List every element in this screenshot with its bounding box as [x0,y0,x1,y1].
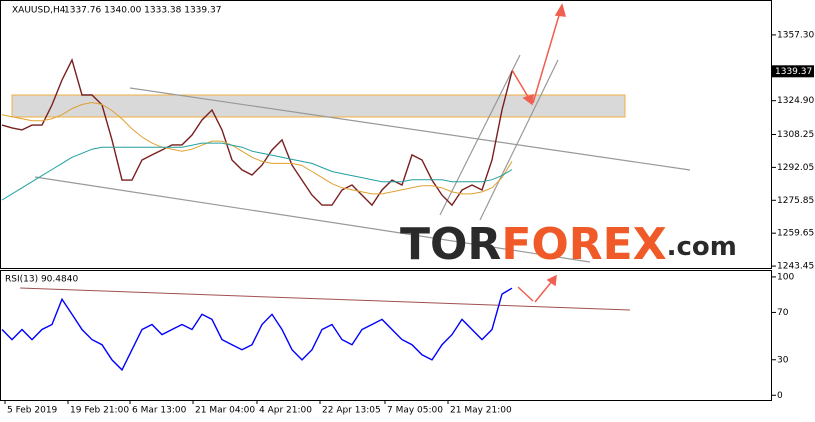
rsi-frame [0,270,772,401]
channel-lower [34,176,591,263]
y-tick-label: 100 [777,272,794,282]
y-tick-label: 0 [777,391,783,401]
watermark: TORFOREX.com [400,219,737,270]
price-marker-label: 1339.37 [775,67,812,77]
arrow-head [546,274,557,287]
watermark-part: .com [667,232,737,262]
rsi-title: RSI(13) 90.4840 [5,275,78,285]
watermark-part: TOR [400,219,501,270]
channel-lines [34,54,691,263]
chart-title: XAUUSD,H4 [12,6,66,16]
channel-upper [129,87,691,171]
price-frame [0,0,772,269]
y-tick-label: 1292.05 [777,163,814,173]
y-tick-label: 1275.85 [777,196,814,206]
series-line [1,287,513,372]
x-tick-label: 7 May 05:00 [387,406,443,416]
x-tick-label: 22 Apr 13:05 [322,406,381,416]
rising-channel-b [479,59,559,221]
x-tick-label: 21 May 21:00 [450,406,512,416]
y-tick-label: 1243.45 [777,262,814,272]
arrow [517,286,534,302]
y-tick-label: 1308.25 [777,130,814,140]
chart-subtitle: 1337.76 1340.00 1333.38 1339.37 [64,6,221,16]
x-tick-label: 6 Mar 13:00 [132,406,187,416]
arrow [534,279,554,303]
y-tick-label: 1259.65 [777,229,814,239]
arrow-head [522,93,534,106]
x-tick-label: 4 Apr 21:00 [259,406,312,416]
x-tick-label: 5 Feb 2019 [7,406,58,416]
y-tick-label: 1324.90 [777,96,814,106]
y-tick-label: 1357.30 [777,30,814,40]
arrow [511,69,531,101]
series-line [1,101,513,195]
price-marker [772,65,814,78]
arrows [511,3,567,303]
y-tick-label: 30 [777,355,789,365]
x-tick-label: 19 Feb 21:00 [70,406,129,416]
watermark-part: FOREX [501,219,666,270]
arrow-head [554,3,567,17]
series-line [1,142,513,201]
resistance-zone [11,94,626,118]
arrow [532,11,561,104]
y-tick-label: 70 [777,308,789,318]
x-tick-label: 21 Mar 04:00 [195,406,255,416]
rsi-trendline [19,287,631,311]
rising-channel-a [439,54,521,216]
series-line [1,57,513,207]
